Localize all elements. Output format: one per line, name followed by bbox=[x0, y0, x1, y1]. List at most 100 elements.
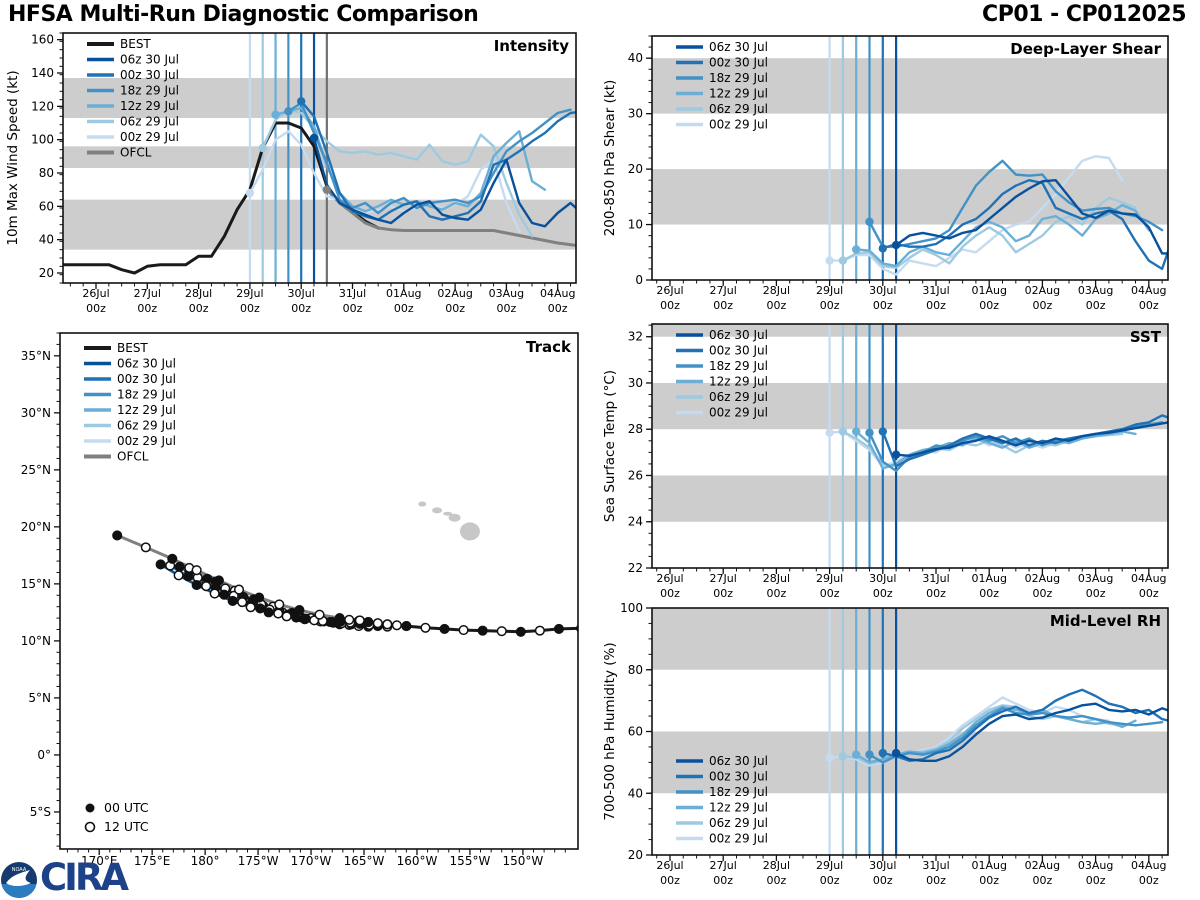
x-tick-label: 00z bbox=[979, 587, 999, 600]
shaded-band bbox=[652, 731, 1168, 794]
x-tick-label: 00z bbox=[1086, 874, 1106, 887]
x-tick-label: 01Aug bbox=[386, 287, 421, 300]
lat-tick-label: 15°N bbox=[21, 577, 51, 591]
y-axis-title: 10m Max Wind Speed (kt) bbox=[5, 70, 21, 245]
x-tick-label: 29Jul bbox=[236, 287, 263, 300]
x-tick-label: 28Jul bbox=[763, 859, 790, 872]
track-ofcl bbox=[116, 534, 360, 622]
shaded-band bbox=[652, 324, 1168, 337]
shaded-band bbox=[63, 199, 576, 250]
init-marker bbox=[838, 427, 848, 436]
x-tick-label: 00z bbox=[291, 302, 311, 315]
x-tick-label: 00z bbox=[343, 302, 363, 315]
init-marker bbox=[284, 107, 293, 116]
x-tick-label: 02Aug bbox=[1025, 859, 1060, 872]
panel-title: Mid-Level RH bbox=[1050, 612, 1161, 630]
init-marker bbox=[878, 427, 888, 436]
init-marker bbox=[852, 245, 861, 254]
legend-label: 06z 29 Jul bbox=[120, 115, 179, 129]
x-tick-label: 31Jul bbox=[922, 284, 949, 297]
x-tick-label: 30Jul bbox=[869, 572, 896, 585]
position-marker-00utc bbox=[213, 575, 224, 586]
position-marker-12utc bbox=[496, 626, 507, 637]
x-tick-label: 02Aug bbox=[437, 287, 472, 300]
x-tick-label: 01Aug bbox=[971, 572, 1006, 585]
y-tick-label: 160 bbox=[31, 33, 54, 47]
legend-label: 06z 30 Jul bbox=[709, 328, 768, 342]
panel-title: SST bbox=[1130, 328, 1162, 346]
x-tick-label: 26Jul bbox=[656, 572, 683, 585]
x-tick-label: 27Jul bbox=[710, 572, 737, 585]
position-marker-12utc bbox=[420, 622, 431, 633]
y-tick-label: 40 bbox=[39, 233, 54, 247]
x-tick-label: 00z bbox=[660, 587, 680, 600]
series-06z-30-jul bbox=[894, 421, 1168, 457]
hawaii-island bbox=[448, 513, 461, 522]
lat-tick-label: 30°N bbox=[21, 406, 51, 420]
x-tick-label: 00z bbox=[926, 299, 946, 312]
legend-label: 18z 29 Jul bbox=[709, 785, 768, 799]
x-tick-label: 01Aug bbox=[971, 859, 1006, 872]
x-tick-label: 28Jul bbox=[763, 284, 790, 297]
lon-tick-label: 175°W bbox=[238, 854, 279, 868]
y-tick-label: 40 bbox=[628, 786, 643, 800]
position-marker-12utc bbox=[391, 620, 402, 631]
lat-tick-label: 35°N bbox=[21, 349, 51, 363]
init-marker bbox=[865, 428, 874, 437]
utc-marker-legend: 00 UTC 12 UTC bbox=[84, 800, 149, 834]
y-tick-label: 60 bbox=[39, 199, 54, 213]
position-marker-00utc bbox=[255, 603, 266, 614]
init-marker bbox=[825, 428, 834, 437]
y-tick-label: 0 bbox=[635, 273, 643, 287]
lat-tick-label: 5°N bbox=[28, 691, 51, 705]
noaa-logo-text: NOAA bbox=[12, 867, 27, 873]
x-tick-label: 00z bbox=[767, 874, 787, 887]
rh-panel: 26Jul 00z 27Jul 00z 28Jul 00z 29Jul 00z 30Jul 00z… bbox=[602, 601, 1169, 887]
x-tick-label: 27Jul bbox=[710, 859, 737, 872]
series-12z-29-jul bbox=[855, 705, 1137, 764]
lon-tick-label: 180° bbox=[191, 854, 220, 868]
y-tick-label: 32 bbox=[628, 330, 643, 344]
position-marker-00utc bbox=[401, 621, 412, 632]
x-tick-label: 00z bbox=[1086, 299, 1106, 312]
series-06z-30-jul bbox=[894, 702, 1168, 762]
init-marker bbox=[865, 750, 874, 759]
legend-label: 18z 29 Jul bbox=[709, 359, 768, 373]
lat-tick-label: 20°N bbox=[21, 520, 51, 534]
hawaii-island bbox=[459, 522, 480, 541]
x-tick-label: 03Aug bbox=[489, 287, 524, 300]
legend-label: 12z 29 Jul bbox=[709, 87, 768, 101]
x-tick-label: 00z bbox=[767, 587, 787, 600]
x-tick-label: 00z bbox=[873, 299, 893, 312]
init-marker bbox=[322, 185, 332, 194]
legend-label: 18z 29 Jul bbox=[117, 388, 176, 402]
x-tick-label: 28Jul bbox=[763, 572, 790, 585]
legend-label: 00z 29 Jul bbox=[709, 118, 768, 132]
x-tick-label: 03Aug bbox=[1078, 284, 1113, 297]
position-marker-00utc bbox=[191, 579, 202, 591]
x-tick-label: 00z bbox=[1033, 587, 1053, 600]
shaded-band bbox=[652, 169, 1168, 225]
init-marker bbox=[878, 244, 888, 253]
legend-label: 00z 29 Jul bbox=[709, 406, 768, 420]
position-marker-12utc bbox=[233, 584, 245, 595]
shaded-band bbox=[652, 475, 1168, 522]
init-marker bbox=[852, 427, 861, 436]
x-tick-label: 00z bbox=[926, 587, 946, 600]
legend-label: 18z 29 Jul bbox=[709, 71, 768, 85]
position-marker-12utc bbox=[191, 565, 202, 576]
init-marker bbox=[245, 188, 255, 198]
x-tick-label: 29Jul bbox=[816, 572, 843, 585]
position-marker-00utc bbox=[227, 595, 238, 607]
panel-title: Track bbox=[526, 338, 572, 356]
x-tick-label: 00z bbox=[926, 874, 946, 887]
x-tick-label: 27Jul bbox=[710, 284, 737, 297]
shaded-band bbox=[652, 58, 1168, 114]
x-tick-label: 00z bbox=[979, 299, 999, 312]
x-tick-label: 04Aug bbox=[540, 287, 575, 300]
x-tick-label: 00z bbox=[979, 874, 999, 887]
lon-tick-label: 160°W bbox=[397, 854, 438, 868]
position-marker-12utc bbox=[237, 597, 248, 608]
